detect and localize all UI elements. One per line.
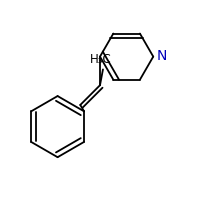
Text: N: N bbox=[156, 49, 167, 63]
Text: H₃C: H₃C bbox=[90, 53, 112, 66]
